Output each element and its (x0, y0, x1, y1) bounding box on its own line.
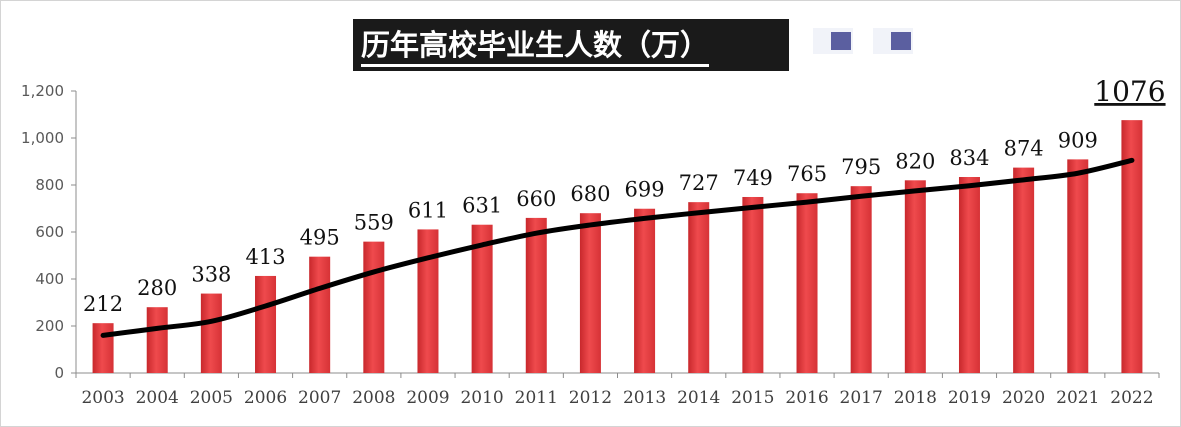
x-tick-label: 2021 (1056, 388, 1099, 408)
bar (525, 217, 547, 373)
data-label: 660 (516, 187, 556, 211)
y-tick-label: 1,200 (21, 82, 64, 100)
bar (796, 193, 818, 373)
bar (363, 241, 385, 373)
data-label: 338 (191, 263, 231, 287)
x-tick-label: 2020 (1002, 388, 1045, 408)
bar (92, 323, 114, 373)
chart-title-text: 历年高校毕业生人数（万） (361, 28, 710, 67)
data-label: 874 (1004, 137, 1044, 161)
bar (850, 186, 872, 373)
data-label: 631 (462, 194, 502, 218)
x-tick-label: 2016 (785, 388, 828, 408)
y-tick-label: 0 (54, 364, 64, 382)
legend-swatch-2 (891, 32, 911, 50)
data-label: 727 (679, 171, 719, 195)
x-tick-label: 2018 (894, 388, 937, 408)
x-tick-label: 2009 (406, 388, 449, 408)
data-label: 820 (895, 149, 935, 173)
data-label: 611 (408, 198, 448, 222)
bar (904, 180, 926, 373)
x-tick-label: 2022 (1110, 388, 1153, 408)
data-label: 680 (570, 182, 610, 206)
bar (958, 177, 980, 373)
bar (255, 275, 277, 373)
bar (1121, 120, 1143, 373)
x-tick-label: 2007 (298, 388, 341, 408)
x-tick-label: 2005 (190, 388, 233, 408)
x-tick-label: 2003 (81, 388, 124, 408)
y-tick-label: 600 (35, 223, 64, 241)
x-tick-label: 2014 (677, 388, 720, 408)
x-tick-label: 2004 (136, 388, 179, 408)
data-label: 280 (137, 276, 177, 300)
chart-title: 历年高校毕业生人数（万） (353, 19, 789, 71)
bar (471, 224, 493, 373)
data-label: 834 (949, 146, 989, 170)
data-label: 749 (733, 166, 773, 190)
y-tick-label: 1,000 (21, 129, 64, 147)
data-label: 495 (300, 226, 340, 250)
bar (1067, 159, 1089, 373)
bar (309, 256, 331, 373)
data-label: 559 (354, 211, 394, 235)
x-tick-label: 2017 (840, 388, 883, 408)
x-tick-label: 2019 (948, 388, 991, 408)
data-label: 765 (787, 162, 827, 186)
x-tick-label: 2006 (244, 388, 287, 408)
x-tick-label: 2010 (460, 388, 503, 408)
bar (1013, 167, 1035, 373)
x-tick-label: 2012 (569, 388, 612, 408)
x-tick-label: 2011 (515, 388, 558, 408)
legend-swatch-1 (831, 32, 851, 50)
bar (146, 307, 168, 373)
x-tick-label: 2015 (731, 388, 774, 408)
x-tick-label: 2008 (352, 388, 395, 408)
bar (579, 213, 601, 373)
y-tick-label: 800 (35, 176, 64, 194)
data-label: 212 (83, 292, 123, 316)
data-label: 795 (841, 155, 881, 179)
data-label: 1076 (1094, 75, 1165, 108)
bar (200, 293, 222, 373)
data-label: 909 (1058, 128, 1098, 152)
bar (417, 229, 439, 373)
y-tick-label: 200 (35, 317, 64, 335)
data-label: 699 (625, 178, 665, 202)
bar (634, 208, 656, 373)
x-tick-label: 2013 (623, 388, 666, 408)
y-tick-label: 400 (35, 270, 64, 288)
data-label: 413 (245, 245, 285, 269)
bar (742, 196, 764, 373)
bar (688, 202, 710, 373)
trend-line (100, 157, 1135, 338)
